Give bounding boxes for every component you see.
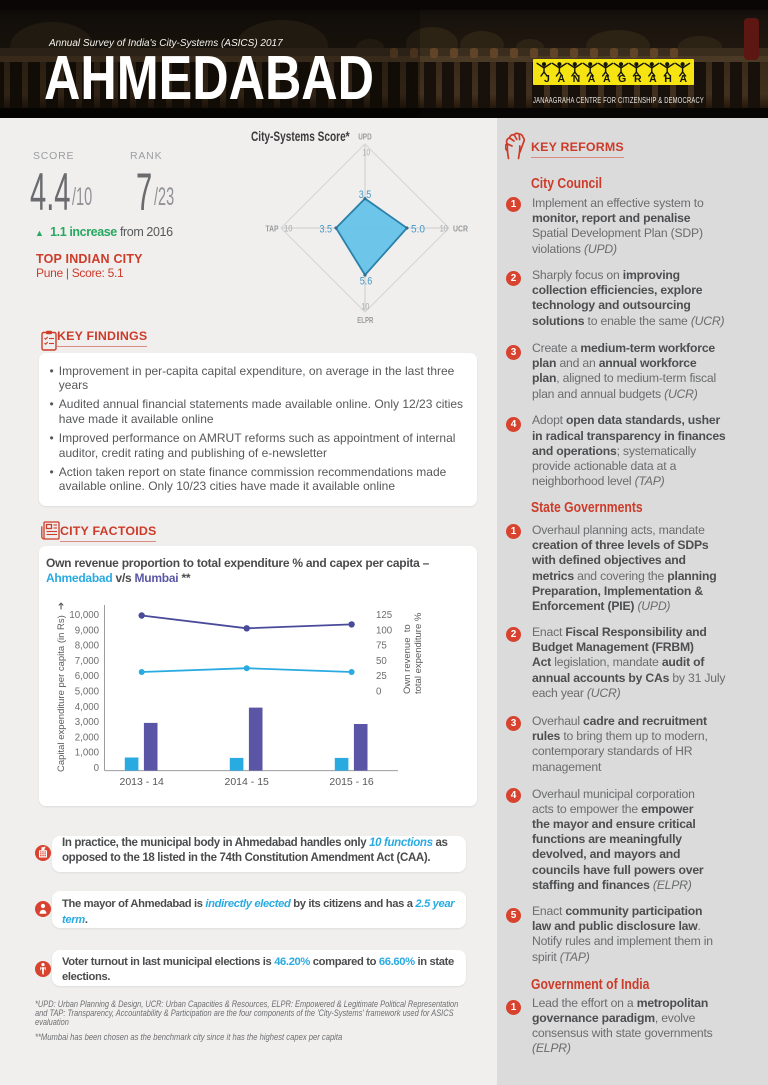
svg-text:4,000: 4,000 xyxy=(75,702,100,713)
svg-text:TAP: TAP xyxy=(266,223,279,233)
svg-text:total expenditure %: total expenditure % xyxy=(413,612,424,694)
svg-text:5.0: 5.0 xyxy=(411,223,425,235)
svg-text:UCR: UCR xyxy=(453,223,468,233)
svg-text:0: 0 xyxy=(94,763,100,774)
svg-text:0: 0 xyxy=(376,687,382,698)
svg-text:ELPR: ELPR xyxy=(357,315,373,325)
svg-text:2014 - 15: 2014 - 15 xyxy=(225,776,270,788)
svg-text:8,000: 8,000 xyxy=(75,641,100,652)
svg-text:1,000: 1,000 xyxy=(75,748,100,759)
svg-text:100: 100 xyxy=(376,625,393,636)
svg-text:3.5: 3.5 xyxy=(359,189,372,201)
svg-text:3.5: 3.5 xyxy=(320,223,333,235)
svg-text:5,000: 5,000 xyxy=(75,687,100,698)
svg-text:6,000: 6,000 xyxy=(75,671,100,682)
svg-text:10: 10 xyxy=(361,302,369,313)
svg-text:10: 10 xyxy=(284,223,293,234)
svg-text:75: 75 xyxy=(376,641,387,652)
svg-text:2013 - 14: 2013 - 14 xyxy=(120,776,165,788)
svg-text:JANAAGRAHA: JANAAGRAHA xyxy=(544,73,694,85)
svg-text:10,000: 10,000 xyxy=(69,610,99,621)
svg-text:3,000: 3,000 xyxy=(75,717,100,728)
svg-text:9,000: 9,000 xyxy=(75,625,100,636)
svg-text:2015 - 16: 2015 - 16 xyxy=(329,776,374,788)
svg-text:Own revenue to: Own revenue to xyxy=(402,624,413,694)
svg-text:125: 125 xyxy=(376,610,392,621)
svg-text:50: 50 xyxy=(376,656,387,667)
svg-text:5.6: 5.6 xyxy=(360,276,373,288)
svg-text:2,000: 2,000 xyxy=(75,732,100,743)
svg-text:Capital expenditure per capita: Capital expenditure per capita (in Rs) ➔ xyxy=(56,602,67,772)
svg-text:7,000: 7,000 xyxy=(75,656,100,667)
svg-text:10: 10 xyxy=(440,223,448,234)
svg-text:10: 10 xyxy=(363,148,371,159)
svg-text:25: 25 xyxy=(376,671,387,682)
svg-text:UPD: UPD xyxy=(358,132,372,142)
